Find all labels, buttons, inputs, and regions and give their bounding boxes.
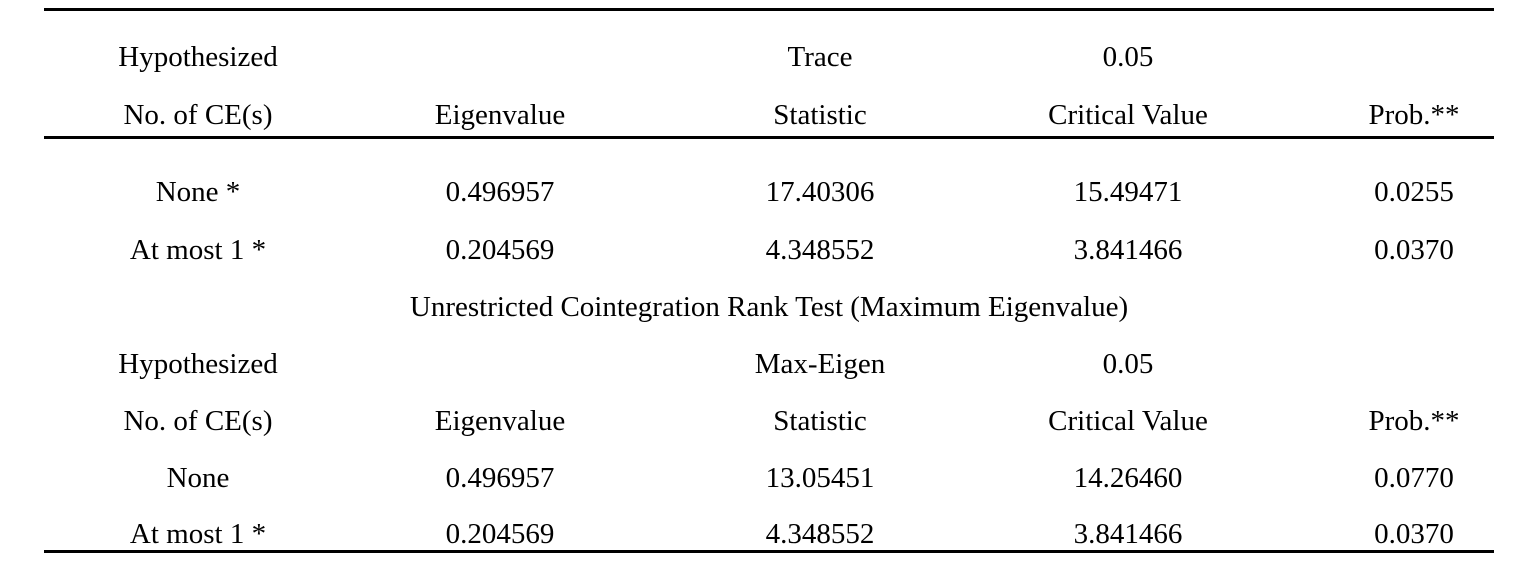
- header-statistic: Statistic: [773, 405, 867, 437]
- table-row: None 0.496957 13.05451 14.26460 0.0770: [0, 450, 1517, 506]
- prob-value: 0.0370: [1374, 518, 1454, 550]
- critical-value: 15.49471: [1073, 176, 1183, 208]
- header-prob: Prob.**: [1368, 405, 1460, 437]
- header-significance-level: 0.05: [1102, 348, 1154, 380]
- statistic-value: 4.348552: [765, 518, 875, 550]
- table-row: None * 0.496957 17.40306 15.49471 0.0255: [0, 164, 1517, 220]
- header-max-eigen: Max-Eigen: [754, 348, 886, 380]
- eigenvalue-value: 0.204569: [445, 234, 555, 266]
- header-critical-value: Critical Value: [1048, 405, 1208, 437]
- table-row: At most 1 * 0.204569 4.348552 3.841466 0…: [0, 222, 1517, 278]
- statistic-value: 13.05451: [765, 462, 875, 494]
- header-no-of-ces: No. of CE(s): [123, 99, 273, 131]
- header-separator-rule: [44, 136, 1494, 139]
- critical-value: 14.26460: [1073, 462, 1183, 494]
- header-significance-level: 0.05: [1102, 41, 1154, 73]
- trace-header-row-1: Hypothesized Trace 0.05: [0, 29, 1517, 85]
- critical-value: 3.841466: [1073, 234, 1183, 266]
- hypothesized-value: None *: [155, 176, 241, 208]
- statistic-value: 17.40306: [765, 176, 875, 208]
- critical-value: 3.841466: [1073, 518, 1183, 550]
- trace-header-row-2: No. of CE(s) Eigenvalue Statistic Critic…: [0, 87, 1517, 143]
- statistic-value: 4.348552: [765, 234, 875, 266]
- header-prob: Prob.**: [1368, 99, 1460, 131]
- header-eigenvalue: Eigenvalue: [434, 405, 566, 437]
- max-eigen-section-title: Unrestricted Cointegration Rank Test (Ma…: [409, 291, 1129, 323]
- max-eigen-header-row-1: Hypothesized Max-Eigen 0.05: [0, 336, 1517, 392]
- header-hypothesized: Hypothesized: [118, 41, 278, 73]
- header-trace: Trace: [787, 41, 853, 73]
- eigenvalue-value: 0.496957: [445, 176, 555, 208]
- hypothesized-value: At most 1 *: [129, 518, 267, 550]
- prob-value: 0.0255: [1374, 176, 1454, 208]
- hypothesized-value: None: [166, 462, 230, 494]
- table-bottom-rule: [44, 550, 1494, 553]
- hypothesized-value: At most 1 *: [129, 234, 267, 266]
- header-no-of-ces: No. of CE(s): [123, 405, 273, 437]
- header-hypothesized: Hypothesized: [118, 348, 278, 380]
- max-eigen-header-row-2: No. of CE(s) Eigenvalue Statistic Critic…: [0, 393, 1517, 449]
- header-statistic: Statistic: [773, 99, 867, 131]
- prob-value: 0.0370: [1374, 234, 1454, 266]
- eigenvalue-value: 0.204569: [445, 518, 555, 550]
- header-critical-value: Critical Value: [1048, 99, 1208, 131]
- eigenvalue-value: 0.496957: [445, 462, 555, 494]
- table-top-rule: [44, 8, 1494, 11]
- header-eigenvalue: Eigenvalue: [434, 99, 566, 131]
- prob-value: 0.0770: [1374, 462, 1454, 494]
- table-row: At most 1 * 0.204569 4.348552 3.841466 0…: [0, 506, 1517, 561]
